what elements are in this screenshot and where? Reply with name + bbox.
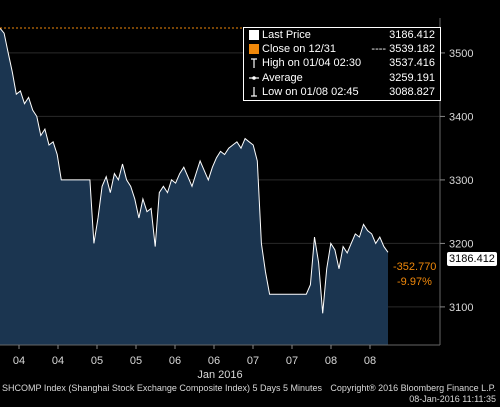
- price-line: [0, 27, 389, 314]
- y-tick-label: 3200: [449, 238, 473, 250]
- footer-copyright: Copyright® 2016 Bloomberg Finance L.P.: [330, 383, 496, 393]
- legend-item-low: Low on 01/08 02:45 3088.827: [244, 85, 440, 99]
- last-price-tag: 3186.412: [447, 252, 497, 266]
- legend-label: Low on 01/08 02:45: [262, 85, 359, 98]
- x-tick-label: 08: [325, 355, 337, 367]
- x-tick-label: 06: [169, 355, 181, 367]
- orange-square-icon: [249, 44, 259, 55]
- high-marker-icon: [251, 58, 257, 69]
- legend-item-close: Close on 12/31 ---- 3539.182: [244, 42, 440, 56]
- y-axis-ticks: 3100 3200 3300 3400 3500: [440, 48, 473, 314]
- price-area-fill: [0, 28, 388, 345]
- footer-timestamp: 08-Jan-2016 11:11:35: [409, 394, 496, 404]
- y-tick-label: 3100: [449, 302, 473, 314]
- x-tick-label: 05: [91, 355, 103, 367]
- x-tick-label: 07: [286, 355, 298, 367]
- x-tick-label: 05: [130, 355, 142, 367]
- legend-value: 3186.412: [389, 29, 435, 41]
- legend-value: 3088.827: [389, 85, 435, 98]
- legend-item-average: Average 3259.191: [244, 71, 440, 85]
- legend: Last Price 3186.412 Close on 12/31 ---- …: [243, 27, 441, 101]
- legend-item-high: High on 01/04 02:30 3537.416: [244, 56, 440, 70]
- legend-value: ---- 3539.182: [371, 43, 435, 56]
- x-tick-label: 07: [247, 355, 259, 367]
- average-marker-icon: [249, 75, 259, 80]
- low-marker-icon: [251, 86, 257, 97]
- white-square-icon: [249, 30, 259, 40]
- footer-description: SHCOMP Index (Shanghai Stock Exchange Co…: [2, 383, 322, 393]
- x-tick-label: 04: [52, 355, 64, 367]
- x-tick-label: 06: [208, 355, 220, 367]
- legend-value: 3537.416: [389, 57, 435, 70]
- x-axis-label: Jan 2016: [197, 369, 242, 381]
- x-tick-label: 08: [364, 355, 376, 367]
- x-tick-label: 04: [13, 355, 25, 367]
- legend-label: Average: [262, 71, 303, 84]
- y-tick-label: 3300: [449, 175, 473, 187]
- y-tick-label: 3400: [449, 111, 473, 123]
- legend-label: Close on 12/31: [262, 43, 336, 56]
- change-value: -352.770: [393, 261, 437, 273]
- legend-label: High on 01/04 02:30: [262, 57, 362, 70]
- y-tick-label: 3500: [449, 48, 473, 60]
- legend-label: Last Price: [262, 29, 311, 41]
- legend-item-last-price: Last Price 3186.412: [244, 28, 440, 42]
- change-percent: -9.97%: [397, 276, 432, 288]
- x-axis-ticks: 04 04 05 05 06 06 07 07 08 08: [13, 345, 376, 367]
- legend-value: 3259.191: [389, 71, 435, 84]
